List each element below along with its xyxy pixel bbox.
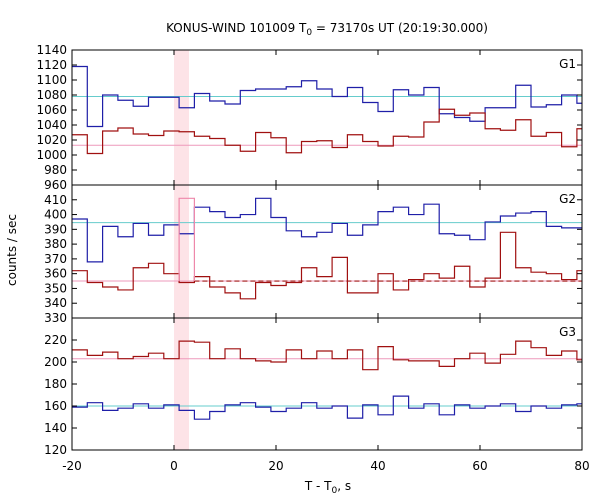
chart-title-rest: = 73170s UT (20:19:30.000) (312, 21, 488, 35)
x-axis-label-main: T - T (304, 479, 332, 493)
panel-g2: G2 (72, 192, 582, 300)
chart-title-main: KONUS-WIND 101009 T (166, 21, 307, 35)
panel-frame-g2 (71, 184, 583, 319)
x-axis-label-rest: , s (337, 479, 351, 493)
y-tick-label: 1040 (36, 118, 67, 132)
x-tick-label: 0 (170, 459, 178, 473)
panel-frame-g1 (71, 49, 583, 186)
y-tick-label: 1020 (36, 133, 67, 147)
panels-layer: G1 G2 G3 (72, 57, 582, 420)
y-tick-label: 350 (44, 281, 67, 295)
panel-g1: G1 (72, 57, 582, 155)
y-tick-label: 160 (44, 399, 67, 413)
panel-label-g3: G3 (559, 325, 576, 339)
y-tick-label: 220 (44, 333, 67, 347)
x-tick-label: 60 (472, 459, 487, 473)
y-tick-label: 980 (44, 163, 67, 177)
series-blue-g3 (72, 395, 582, 420)
highlight-interval (174, 50, 190, 450)
series-blue-g2 (72, 197, 582, 263)
y-tick-label: 330 (44, 311, 67, 325)
x-tick-label: -20 (62, 459, 82, 473)
x-axis-label-sub: 0 (332, 486, 338, 496)
y-tick-label: 1000 (36, 148, 67, 162)
y-axis-label: counts / sec (5, 214, 19, 286)
series-pink-box (178, 197, 195, 282)
y-tick-label: 140 (44, 421, 67, 435)
y-tick-label: 370 (44, 252, 67, 266)
y-tick-label: 1140 (36, 43, 67, 57)
y-tick-label: 1080 (36, 88, 67, 102)
x-tick-label: 80 (574, 459, 589, 473)
y-tick-label: 1100 (36, 73, 67, 87)
panel-frame-g3 (71, 317, 583, 451)
chart-title: KONUS-WIND 101009 T0 = 73170s UT (20:19:… (166, 21, 488, 38)
x-axis-label: T - T0, s (304, 479, 351, 496)
series-red-g1 (72, 108, 582, 155)
y-tick-label: 1120 (36, 58, 67, 72)
panel-label-g2: G2 (559, 192, 576, 206)
y-tick-label: 1060 (36, 103, 67, 117)
panel-g3: G3 (72, 325, 582, 420)
y-tick-label: 120 (44, 443, 67, 457)
frame-layer (71, 49, 583, 451)
series-blue-g1 (72, 65, 582, 128)
y-tick-label: 390 (44, 222, 67, 236)
highlight-layer (174, 50, 190, 450)
chart-title-sub: 0 (306, 28, 312, 38)
y-tick-label: 180 (44, 377, 67, 391)
y-tick-label: 400 (44, 208, 67, 222)
y-tick-label: 410 (44, 193, 67, 207)
y-tick-label: 960 (44, 178, 67, 192)
panel-label-g1: G1 (559, 57, 576, 71)
x-tick-label: 40 (370, 459, 385, 473)
y-tick-label: 200 (44, 355, 67, 369)
y-tick-label: 360 (44, 267, 67, 281)
x-tick-label: 20 (268, 459, 283, 473)
y-tick-label: 340 (44, 296, 67, 310)
series-red-g3 (72, 340, 582, 371)
y-tick-label: 380 (44, 237, 67, 251)
series-red-g2 (72, 231, 582, 300)
